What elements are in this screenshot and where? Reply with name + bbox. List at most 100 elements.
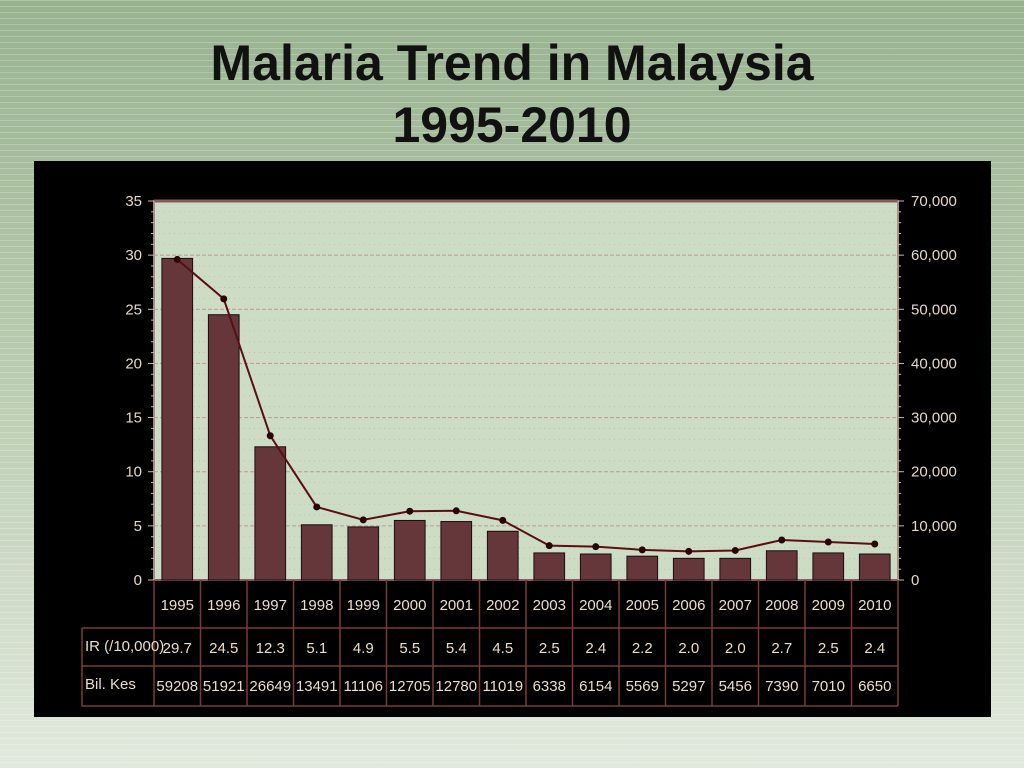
x-axis-tick-label: 2006 xyxy=(672,597,705,614)
data-point xyxy=(871,540,879,548)
x-axis-tick-label: 1999 xyxy=(347,597,380,614)
data-point xyxy=(359,516,367,524)
bar xyxy=(486,530,519,581)
table-cell: 7390 xyxy=(765,678,798,695)
right-axis-ticks: 0 10,000 20,000 30,000 40,000 50,000 60,000 70,… xyxy=(897,193,957,589)
data-point xyxy=(406,507,414,515)
bar xyxy=(812,552,845,581)
right-axis-tick-label: 70,000 xyxy=(911,193,957,210)
table-cell: 7010 xyxy=(812,678,845,695)
malaria-chart: 0 5 10 15 20 25 30 35 0 10,000 20,000 30,000 40,000… xyxy=(81,193,957,707)
table-cell: 13491 xyxy=(296,678,338,695)
table-cell: 11106 xyxy=(344,678,384,695)
left-axis-tick-label: 35 xyxy=(125,193,142,210)
x-axis-tick-label: 1998 xyxy=(300,597,333,614)
title-line-2: 1995-2010 xyxy=(392,97,632,153)
data-point xyxy=(685,547,693,555)
bar xyxy=(672,557,705,581)
table-cell: 5569 xyxy=(626,678,659,695)
bar-series xyxy=(161,257,891,581)
x-axis-tick-label: 2008 xyxy=(765,597,798,614)
table-cell: 2.5 xyxy=(818,640,839,657)
table-cell: 51921 xyxy=(203,678,245,695)
table-cell: 5297 xyxy=(672,678,705,695)
left-axis-tick-label: 10 xyxy=(125,464,142,481)
slide-title: Malaria Trend in Malaysia 1995-2010 xyxy=(0,32,1024,156)
x-axis-tick-label: 2007 xyxy=(719,597,752,614)
right-axis-tick-label: 30,000 xyxy=(911,410,957,427)
table-cell: 2.0 xyxy=(678,640,699,657)
cases-line xyxy=(176,258,875,553)
x-axis-tick-label: 1996 xyxy=(207,597,240,614)
table-cell: 29.7 xyxy=(163,640,192,657)
data-point xyxy=(778,536,786,544)
bar xyxy=(207,314,240,581)
table-row-label: IR (/10,000) xyxy=(85,638,164,655)
right-axis-tick-label: 20,000 xyxy=(911,464,957,481)
data-point xyxy=(220,295,228,303)
right-axis-tick-label: 50,000 xyxy=(911,301,957,318)
left-axis-tick-label: 0 xyxy=(134,572,142,589)
data-point xyxy=(173,255,181,263)
table-cell: 6650 xyxy=(858,678,891,695)
data-point xyxy=(499,516,507,524)
left-axis-tick-label: 5 xyxy=(134,518,142,535)
left-axis-tick-label: 15 xyxy=(125,410,142,427)
table-cell: 2.0 xyxy=(725,640,746,657)
bar xyxy=(440,521,473,581)
bar xyxy=(533,552,566,581)
table-cell: 12.3 xyxy=(256,640,285,657)
x-axis-tick-label: 1995 xyxy=(161,597,194,614)
table-cell: 4.5 xyxy=(492,640,513,657)
bar xyxy=(719,557,752,581)
table-cell: 59208 xyxy=(156,678,198,695)
left-axis-ticks: 0 5 10 15 20 25 30 35 xyxy=(125,193,155,589)
table-cell: 5.5 xyxy=(399,640,420,657)
table-row-label: Bil. Kes xyxy=(85,676,136,693)
data-point xyxy=(545,542,553,550)
data-table: 1995 1996 1997 1998 1999 2000 2001 2002 2003 2004… xyxy=(81,580,899,707)
x-axis-tick-label: 2005 xyxy=(626,597,659,614)
title-line-1: Malaria Trend in Malaysia xyxy=(210,35,814,91)
bar xyxy=(858,553,891,581)
table-cell: 2.7 xyxy=(771,640,792,657)
bar xyxy=(347,526,380,581)
table-cell: 5.4 xyxy=(446,640,467,657)
right-axis-tick-label: 60,000 xyxy=(911,247,957,264)
left-axis-tick-label: 30 xyxy=(125,247,142,264)
right-axis-tick-label: 40,000 xyxy=(911,355,957,372)
table-cell: 6154 xyxy=(579,678,612,695)
x-axis-tick-label: 1997 xyxy=(254,597,287,614)
bar xyxy=(765,550,798,581)
table-cell: 12780 xyxy=(435,678,477,695)
table-cell: 6338 xyxy=(533,678,566,695)
data-point xyxy=(731,546,739,554)
table-cell: 2.4 xyxy=(864,640,885,657)
bar xyxy=(579,553,612,581)
data-point xyxy=(592,543,600,551)
right-axis-tick-label: 0 xyxy=(911,572,919,589)
x-axis-tick-label: 2010 xyxy=(858,597,891,614)
table-cell: 5456 xyxy=(719,678,752,695)
bar xyxy=(626,555,659,581)
data-point xyxy=(824,538,832,546)
table-cell: 2.5 xyxy=(539,640,560,657)
table-cell: 2.2 xyxy=(632,640,653,657)
table-cell: 11019 xyxy=(482,678,523,695)
data-point xyxy=(452,507,460,515)
left-axis-tick-label: 20 xyxy=(125,355,142,372)
x-axis-tick-label: 2000 xyxy=(393,597,426,614)
bar xyxy=(254,446,287,581)
data-point xyxy=(313,503,321,511)
gridlines xyxy=(154,199,898,570)
cases-points xyxy=(173,255,879,555)
x-axis-tick-label: 2004 xyxy=(579,597,612,614)
right-axis-tick-label: 10,000 xyxy=(911,518,957,535)
x-axis-tick-label: 2003 xyxy=(533,597,566,614)
x-axis-tick-label: 2001 xyxy=(440,597,473,614)
bar xyxy=(393,519,426,581)
table-cell: 12705 xyxy=(389,678,431,695)
table-cell: 5.1 xyxy=(306,640,327,657)
data-point xyxy=(266,432,274,440)
table-cell: 2.4 xyxy=(585,640,606,657)
